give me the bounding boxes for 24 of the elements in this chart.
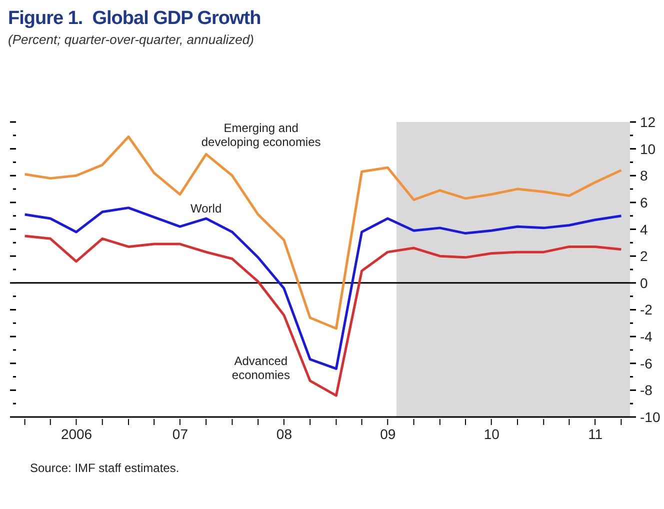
source-note: Source: IMF staff estimates.: [30, 461, 180, 475]
y-tick-label: 10: [640, 140, 656, 157]
series-label: World: [190, 202, 222, 216]
y-tick-label: -8: [640, 382, 653, 398]
y-tick-label: -4: [640, 328, 653, 345]
y-tick-label: 4: [640, 221, 648, 238]
y-tick-label: -10: [640, 409, 660, 425]
series-label: Emerging and developing economies: [201, 121, 321, 150]
y-tick-label: 12: [640, 114, 656, 130]
x-tick-label: 09: [380, 426, 396, 442]
x-tick-label: 10: [484, 426, 500, 442]
y-tick-label: 8: [640, 168, 648, 184]
y-tick-label: 0: [640, 274, 648, 291]
chart-title: Figure 1. Global GDP Growth: [8, 8, 262, 30]
chart-subtitle: (Percent; quarter-over-quarter, annualized): [8, 32, 255, 47]
x-tick-label: 08: [276, 426, 292, 442]
y-tick-label: -6: [640, 355, 653, 372]
x-tick-label: 07: [172, 426, 188, 442]
y-tick-label: 2: [640, 248, 648, 264]
series-label: Advanced economies: [232, 354, 290, 382]
x-tick-label: 2006: [60, 426, 92, 442]
y-tick-label: -2: [640, 302, 653, 318]
x-tick-label: 11: [588, 426, 603, 442]
y-tick-label: 6: [640, 194, 648, 210]
